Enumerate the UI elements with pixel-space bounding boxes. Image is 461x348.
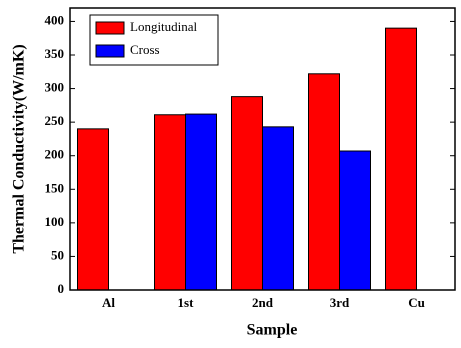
bar xyxy=(308,73,340,291)
y-axis-label: Thermal Conductivity(W/mK) xyxy=(11,44,28,253)
bar xyxy=(154,114,186,291)
x-tick-label: 2nd xyxy=(252,295,274,310)
bar xyxy=(185,113,217,291)
x-axis-label: Sample xyxy=(247,322,298,339)
y-tick-label: 350 xyxy=(45,46,65,61)
x-tick-label: Cu xyxy=(408,295,425,310)
bar xyxy=(231,96,263,291)
y-tick-label: 400 xyxy=(45,12,65,27)
plot-frame xyxy=(69,7,456,291)
y-tick-label: 300 xyxy=(45,80,65,95)
legend-label: Longitudinal xyxy=(130,19,198,34)
bar xyxy=(77,128,109,291)
y-tick-label: 50 xyxy=(51,247,64,262)
x-tick-label: 1st xyxy=(178,295,195,310)
x-tick-label: 3rd xyxy=(330,295,350,310)
bar xyxy=(262,126,294,291)
x-tick-label: Al xyxy=(102,295,115,310)
bar xyxy=(385,27,417,291)
legend-label: Cross xyxy=(130,42,160,57)
bar xyxy=(339,150,371,291)
y-tick-label: 150 xyxy=(45,180,65,195)
y-tick-label: 100 xyxy=(45,214,65,229)
legend-swatch xyxy=(95,44,125,58)
y-tick-label: 0 xyxy=(58,281,65,296)
y-tick-label: 250 xyxy=(45,113,65,128)
legend-swatch xyxy=(95,21,125,35)
y-tick-label: 200 xyxy=(45,147,65,162)
